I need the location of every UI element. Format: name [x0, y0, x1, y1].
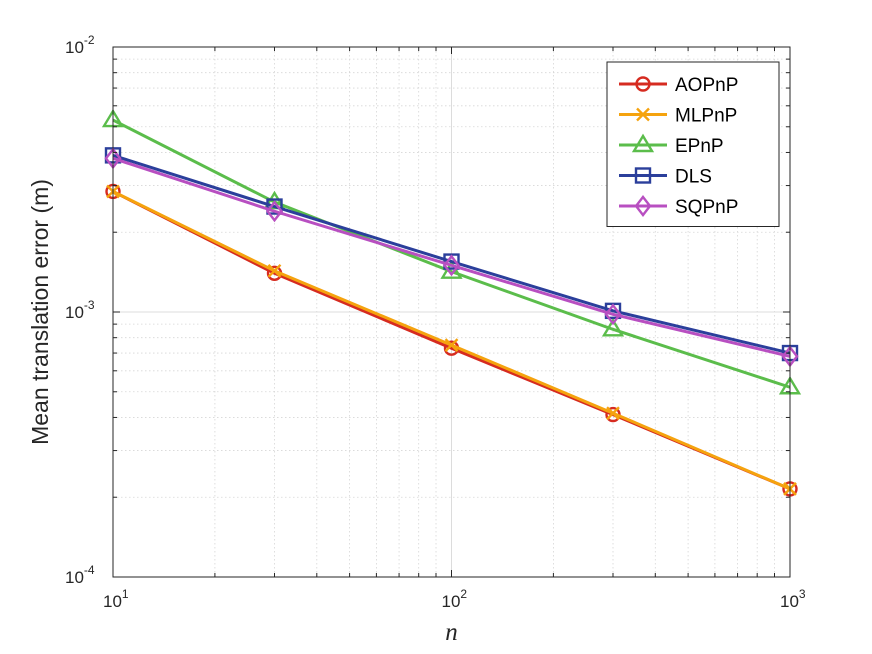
- legend-label-mlpnp: MLPnP: [675, 106, 737, 127]
- legend-label-dls: DLS: [675, 167, 712, 188]
- data-point-mlpnp: [267, 263, 282, 278]
- legend-label-aopnp: AOPnP: [675, 75, 738, 96]
- data-point-sqpnp: [442, 254, 461, 277]
- legend-item-sqpnp: SQPnP: [619, 195, 738, 218]
- y-axis-label: Mean translation error (m): [27, 179, 53, 445]
- data-point-sqpnp: [604, 303, 622, 326]
- legend-item-mlpnp: MLPnP: [619, 106, 737, 127]
- ticks: 101 102 103 10-4 10-3 10-2: [65, 33, 806, 611]
- legend-marker-epnp: [631, 133, 655, 153]
- legend-item-aopnp: AOPnP: [619, 75, 738, 96]
- data-point-epnp: [601, 318, 625, 337]
- legend-marker-mlpnp: [636, 107, 650, 122]
- legend-label-epnp: EPnP: [675, 136, 724, 157]
- x-tick-label: 103: [780, 587, 806, 611]
- y-tick-label: 10-2: [65, 33, 95, 57]
- series-line-epnp: [112, 118, 791, 389]
- legend-label-sqpnp: SQPnP: [675, 197, 738, 218]
- data-point-mlpnp: [444, 338, 459, 352]
- legend-marker-sqpnp: [634, 195, 652, 217]
- legend-marker-dls: [634, 167, 652, 184]
- x-tick-label: 102: [442, 587, 468, 611]
- data-point-dls: [266, 198, 283, 215]
- y-tick-label: 10-3: [65, 298, 95, 322]
- data-point-sqpnp: [265, 200, 284, 223]
- legend: AOPnP MLPnP EPnP DLS SQPnP: [606, 61, 780, 227]
- x-axis-label: n: [445, 619, 458, 646]
- series-line-sqpnp: [112, 156, 791, 358]
- data-point-mlpnp: [606, 406, 620, 421]
- legend-marker-aopnp: [635, 76, 651, 92]
- legend-item-dls: DLS: [619, 167, 712, 188]
- x-tick-label: 101: [103, 587, 129, 611]
- series-line-dls: [112, 153, 791, 355]
- y-tick-label: 10-4: [65, 563, 95, 587]
- series-layer: [101, 108, 802, 497]
- legend-item-epnp: EPnP: [619, 133, 724, 157]
